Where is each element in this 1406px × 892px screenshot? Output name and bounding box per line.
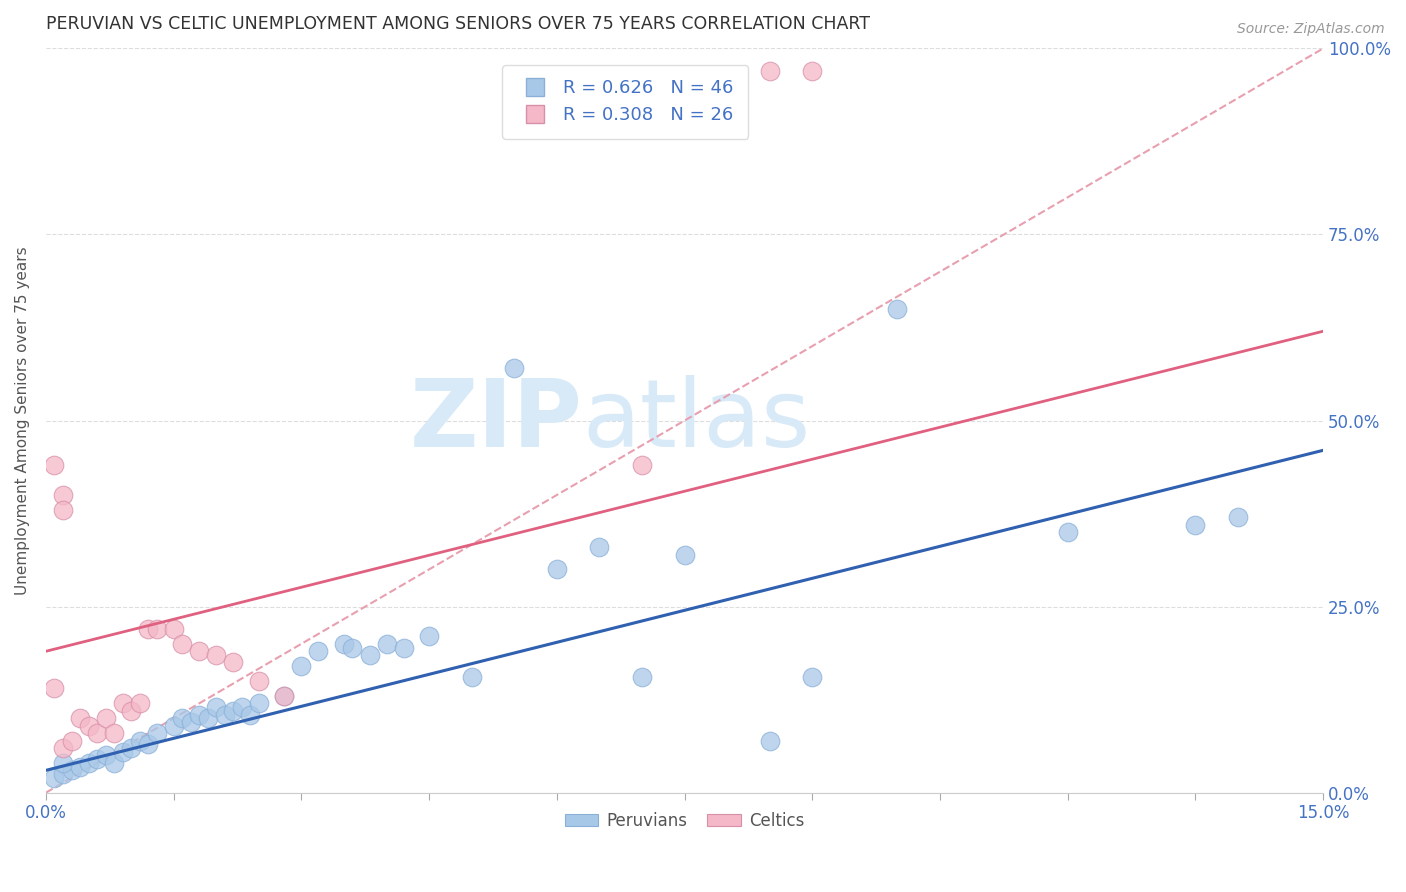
- Point: [460, 670, 482, 684]
- Point: [801, 63, 824, 78]
- Point: [111, 745, 134, 759]
- Point: [172, 637, 194, 651]
- Point: [77, 719, 100, 733]
- Y-axis label: Unemployment Among Seniors over 75 years: Unemployment Among Seniors over 75 years: [15, 246, 30, 595]
- Point: [758, 733, 780, 747]
- Point: [44, 771, 66, 785]
- Point: [359, 648, 381, 662]
- Point: [52, 741, 75, 756]
- Point: [588, 540, 610, 554]
- Point: [136, 737, 159, 751]
- Point: [392, 640, 415, 655]
- Point: [307, 644, 329, 658]
- Text: ZIP: ZIP: [409, 375, 582, 467]
- Text: PERUVIAN VS CELTIC UNEMPLOYMENT AMONG SENIORS OVER 75 YEARS CORRELATION CHART: PERUVIAN VS CELTIC UNEMPLOYMENT AMONG SE…: [46, 15, 870, 33]
- Point: [52, 488, 75, 502]
- Point: [94, 748, 117, 763]
- Point: [546, 562, 568, 576]
- Point: [69, 759, 91, 773]
- Point: [342, 640, 364, 655]
- Point: [69, 711, 91, 725]
- Point: [631, 458, 654, 473]
- Point: [163, 622, 186, 636]
- Point: [172, 711, 194, 725]
- Point: [503, 361, 526, 376]
- Point: [1056, 525, 1078, 540]
- Point: [52, 756, 75, 770]
- Point: [44, 458, 66, 473]
- Point: [52, 503, 75, 517]
- Point: [239, 707, 262, 722]
- Text: atlas: atlas: [582, 375, 811, 467]
- Point: [145, 726, 167, 740]
- Point: [273, 689, 295, 703]
- Point: [52, 767, 75, 781]
- Point: [188, 644, 211, 658]
- Point: [128, 697, 150, 711]
- Point: [222, 656, 245, 670]
- Point: [673, 548, 696, 562]
- Point: [418, 629, 440, 643]
- Point: [197, 711, 219, 725]
- Point: [94, 711, 117, 725]
- Point: [60, 764, 83, 778]
- Point: [136, 622, 159, 636]
- Point: [247, 697, 270, 711]
- Point: [86, 752, 108, 766]
- Point: [333, 637, 356, 651]
- Point: [163, 719, 186, 733]
- Legend: Peruvians, Celtics: Peruvians, Celtics: [558, 805, 811, 837]
- Point: [222, 704, 245, 718]
- Point: [290, 659, 312, 673]
- Point: [758, 63, 780, 78]
- Point: [44, 681, 66, 696]
- Point: [1184, 517, 1206, 532]
- Point: [111, 697, 134, 711]
- Point: [188, 707, 211, 722]
- Text: Source: ZipAtlas.com: Source: ZipAtlas.com: [1237, 22, 1385, 37]
- Point: [1227, 510, 1250, 524]
- Point: [375, 637, 398, 651]
- Point: [247, 673, 270, 688]
- Point: [120, 741, 142, 756]
- Point: [128, 733, 150, 747]
- Point: [180, 714, 202, 729]
- Point: [205, 648, 228, 662]
- Point: [120, 704, 142, 718]
- Point: [214, 707, 236, 722]
- Point: [103, 756, 125, 770]
- Point: [86, 726, 108, 740]
- Point: [103, 726, 125, 740]
- Point: [886, 301, 908, 316]
- Point: [273, 689, 295, 703]
- Point: [77, 756, 100, 770]
- Point: [801, 670, 824, 684]
- Point: [145, 622, 167, 636]
- Point: [231, 700, 253, 714]
- Point: [631, 670, 654, 684]
- Point: [60, 733, 83, 747]
- Point: [205, 700, 228, 714]
